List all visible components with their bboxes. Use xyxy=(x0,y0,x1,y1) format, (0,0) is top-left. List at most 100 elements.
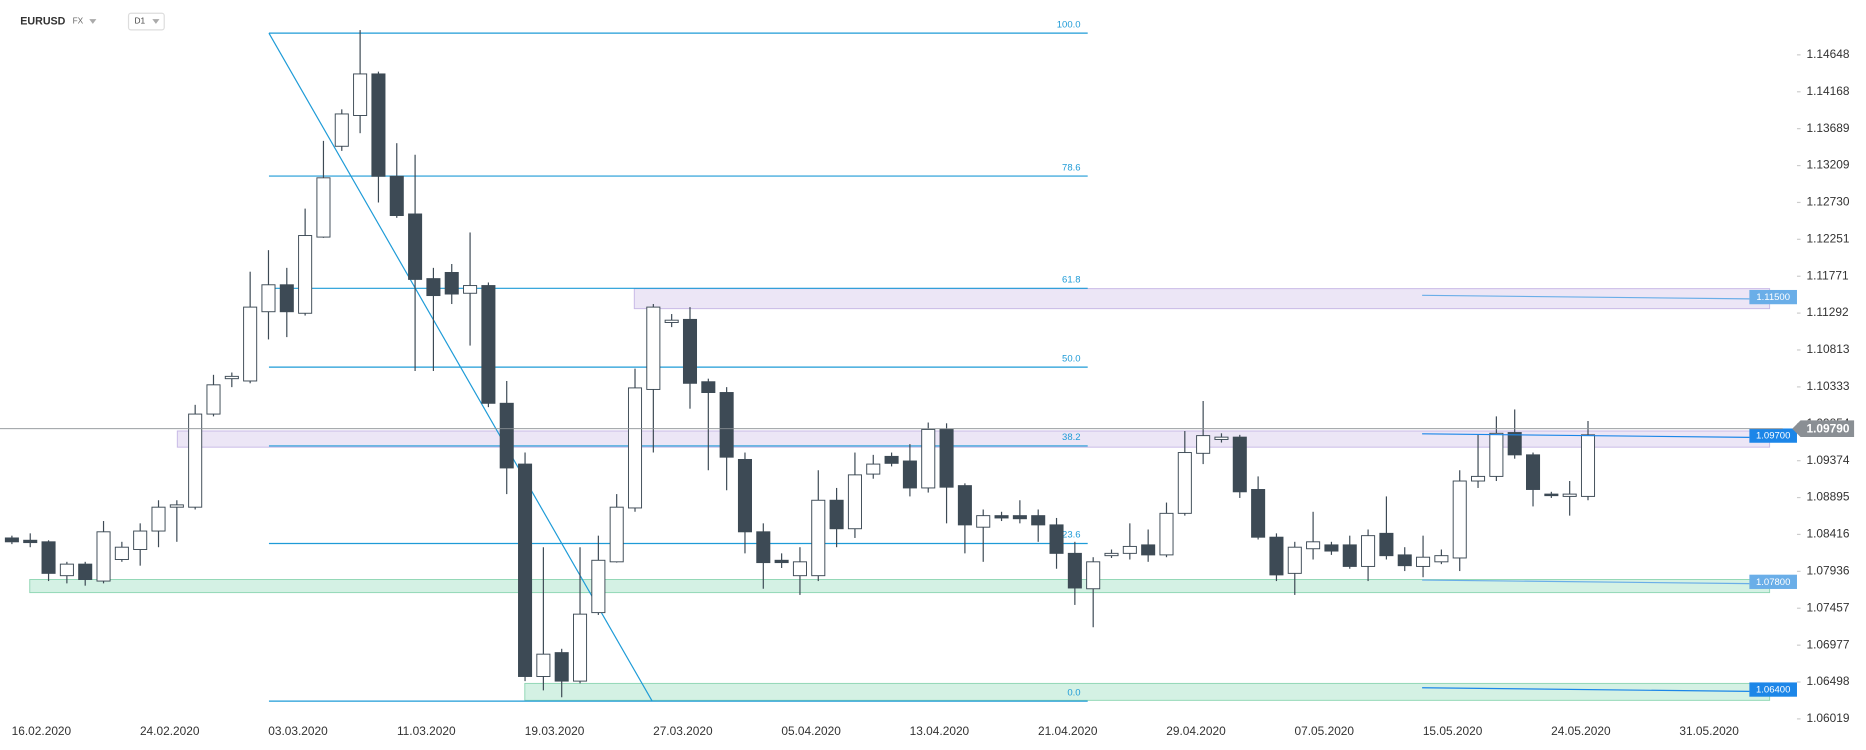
candle-body xyxy=(169,504,184,508)
candle-body xyxy=(774,559,789,564)
zone-tag xyxy=(1749,428,1797,443)
y-tick-label: 1.13209 xyxy=(1806,158,1849,172)
zone-level xyxy=(1422,294,1750,300)
candle-body xyxy=(298,235,313,314)
candle-body xyxy=(1471,475,1486,482)
candle-body xyxy=(1361,535,1376,567)
candle-body xyxy=(1251,489,1266,538)
candle-body xyxy=(701,381,716,393)
candle-body xyxy=(426,278,441,297)
candle-body xyxy=(1379,532,1394,557)
dropdown-arrow[interactable] xyxy=(152,19,160,24)
fib-label: 23.6 xyxy=(1062,530,1081,541)
candle-body xyxy=(1562,493,1577,497)
last-price-tag xyxy=(1792,420,1855,438)
candle-body xyxy=(1012,515,1027,520)
candle-body xyxy=(1306,541,1321,550)
candle-body xyxy=(1067,552,1082,589)
candle-body xyxy=(1269,536,1284,576)
candle-body xyxy=(1196,435,1211,454)
candle-body xyxy=(1489,432,1504,477)
y-tick-label: 1.12251 xyxy=(1806,231,1849,245)
x-tick-label: 24.02.2020 xyxy=(140,724,200,738)
candle-body xyxy=(737,458,752,533)
candle-body xyxy=(463,285,478,294)
candle-body xyxy=(1122,545,1137,554)
candle-body xyxy=(1141,544,1156,556)
candle-body xyxy=(1580,434,1596,497)
dropdown-arrow[interactable] xyxy=(89,19,97,24)
candle-body xyxy=(1159,512,1174,556)
candle-body xyxy=(371,73,386,177)
candle-body xyxy=(481,285,496,404)
candle-body xyxy=(518,463,533,677)
candle-body xyxy=(792,561,807,577)
zone-tag xyxy=(1749,289,1797,305)
x-tick-label: 05.04.2020 xyxy=(781,724,841,738)
candle-body xyxy=(829,499,844,530)
interval[interactable]: D1 xyxy=(134,16,145,26)
y-tick-label: 1.07457 xyxy=(1806,600,1849,614)
candle-body xyxy=(353,73,368,116)
candle-body xyxy=(976,515,991,528)
candle-body xyxy=(1544,493,1559,497)
y-tick-label: 1.11771 xyxy=(1806,268,1848,282)
last-price-label: 1.09790 xyxy=(1806,421,1849,435)
candle-body xyxy=(1324,544,1339,552)
candle-body xyxy=(536,653,551,677)
candle-body xyxy=(1397,554,1412,567)
candle-body xyxy=(243,306,258,382)
candle-body xyxy=(389,175,404,217)
candle-body xyxy=(957,485,972,526)
fib-label: 0.0 xyxy=(1067,687,1080,698)
candle-body xyxy=(279,284,294,313)
candle-body xyxy=(719,392,734,458)
candle-body xyxy=(133,530,148,550)
market: FX xyxy=(73,16,84,26)
candle-body xyxy=(1526,454,1541,490)
candle-body xyxy=(664,319,679,323)
zone-tag xyxy=(1749,574,1797,589)
candle-body xyxy=(1086,561,1101,590)
candle-body xyxy=(444,271,459,295)
candle-body xyxy=(408,213,423,280)
x-tick-label: 07.05.2020 xyxy=(1295,724,1355,738)
candle-body xyxy=(1214,436,1229,440)
candle-body xyxy=(206,384,221,415)
zone-tag-label: 1.07800 xyxy=(1756,577,1790,588)
x-tick-label: 16.02.2020 xyxy=(12,724,72,738)
candle-body xyxy=(1049,524,1064,554)
candle-body xyxy=(261,284,276,313)
x-tick-label: 24.05.2020 xyxy=(1551,724,1611,738)
candle-body xyxy=(1342,544,1357,567)
y-tick-label: 1.06019 xyxy=(1806,711,1849,725)
zone-level xyxy=(1422,687,1750,692)
y-tick-label: 1.11292 xyxy=(1806,305,1848,319)
candle-body xyxy=(1104,552,1119,557)
candle-body xyxy=(1031,515,1046,526)
x-tick-label: 21.04.2020 xyxy=(1038,724,1098,738)
candle-body xyxy=(334,113,349,147)
zone-tag-label: 1.06400 xyxy=(1756,685,1790,696)
candle-body xyxy=(573,613,588,682)
zone-tag-label: 1.09700 xyxy=(1756,431,1790,442)
candle-body xyxy=(921,428,936,489)
candle-body xyxy=(609,506,624,563)
y-tick-label: 1.09374 xyxy=(1806,453,1849,467)
y-tick-label: 1.13689 xyxy=(1806,121,1849,135)
zone xyxy=(633,288,1771,310)
symbol[interactable]: EURUSD xyxy=(20,15,65,27)
fib-label: 38.2 xyxy=(1062,432,1081,443)
candle-body xyxy=(994,515,1009,519)
x-tick-label: 03.03.2020 xyxy=(268,724,328,738)
x-tick-label: 31.05.2020 xyxy=(1679,724,1739,738)
x-tick-label: 11.03.2020 xyxy=(397,724,456,738)
y-tick-label: 1.06977 xyxy=(1806,637,1849,651)
interval-select[interactable] xyxy=(127,12,165,31)
candle-body xyxy=(811,499,826,577)
candle-body xyxy=(646,306,661,390)
toolbar: EURUSD FX D1 xyxy=(20,12,165,31)
candle-body xyxy=(1434,555,1449,563)
